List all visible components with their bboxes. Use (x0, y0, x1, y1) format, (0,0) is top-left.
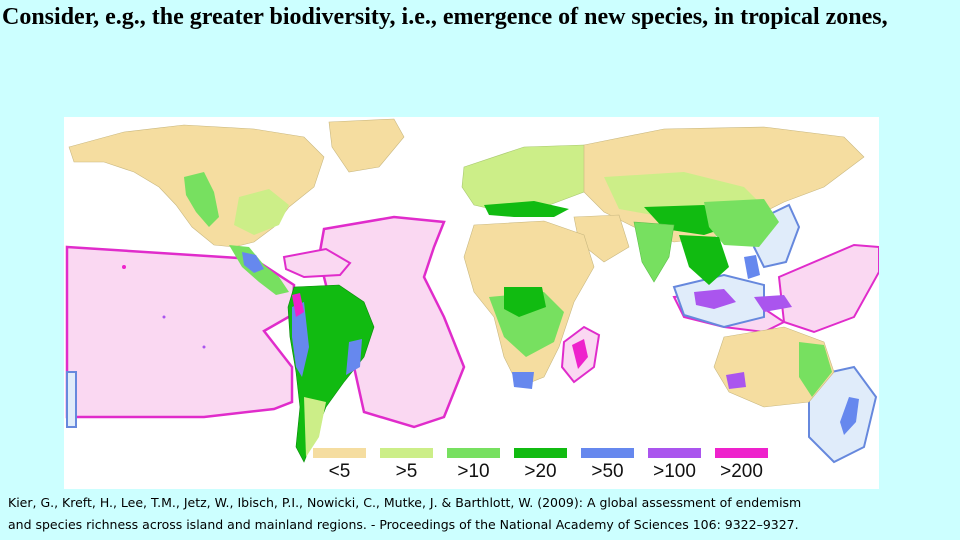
greenland (328, 118, 405, 173)
australia-east (799, 342, 832, 397)
legend-item: >10 (447, 448, 500, 484)
south-africa-hotspot (512, 372, 534, 389)
legend-swatch (581, 448, 634, 458)
madagascar (572, 339, 588, 369)
legend-item: >20 (514, 448, 567, 484)
mediterranean (484, 201, 569, 217)
europe (461, 144, 605, 213)
andes-hotspot (292, 302, 309, 377)
slide-title: Consider, e.g., the greater biodiversity… (2, 4, 888, 30)
southeast-asia (679, 235, 729, 285)
legend-label: >10 (457, 461, 490, 482)
new-zealand-region (808, 365, 878, 464)
pacific-ocean-region (65, 245, 296, 419)
north-america-west-coast (184, 172, 219, 227)
legend-label: >5 (395, 461, 418, 482)
east-asia (704, 199, 779, 247)
patagonia (304, 397, 326, 457)
legend-item: >200 (715, 448, 768, 484)
legend-swatch (313, 448, 366, 458)
legend-label: >20 (524, 461, 557, 482)
legend-swatch (447, 448, 500, 458)
legend-label: >200 (720, 461, 763, 482)
world-endemism-map: <5 >5 >10 >20 >50 >100 >200 (64, 117, 879, 489)
legend-label: >50 (591, 461, 624, 482)
legend-swatch (648, 448, 701, 458)
philippines (744, 255, 760, 279)
indonesia (694, 289, 736, 309)
legend-label: >100 (653, 461, 696, 482)
andes-pink (292, 293, 304, 317)
atlantic-forest (346, 339, 362, 375)
citation-line-1: Kier, G., Kreft, H., Lee, T.M., Jetz, W.… (8, 495, 802, 510)
citation: Kier, G., Kreft, H., Lee, T.M., Jetz, W.… (8, 492, 953, 536)
new-guinea (754, 295, 792, 312)
pacific-island-dot (202, 345, 206, 349)
new-zealand (840, 397, 859, 435)
legend-label: <5 (328, 461, 351, 482)
legend-swatch (715, 448, 768, 458)
legend-item: <5 (313, 448, 366, 484)
map-legend: <5 >5 >10 >20 >50 >100 >200 (313, 448, 768, 484)
mexico-hotspot (242, 252, 264, 273)
legend-swatch (380, 448, 433, 458)
australia-southwest (726, 372, 746, 389)
aleutian-region (66, 371, 77, 428)
legend-item: >100 (648, 448, 701, 484)
legend-item: >5 (380, 448, 433, 484)
north-america-east (234, 189, 289, 235)
congo-basin (504, 287, 546, 317)
india (633, 221, 675, 283)
pacific-islands-region (777, 243, 879, 334)
legend-swatch (514, 448, 567, 458)
citation-line-2: and species richness across island and m… (8, 517, 799, 532)
hawaii-dot (122, 265, 126, 269)
pacific-island-dot (162, 315, 166, 319)
caribbean-region (282, 247, 352, 279)
world-map-svg (65, 118, 879, 464)
legend-item: >50 (581, 448, 634, 484)
